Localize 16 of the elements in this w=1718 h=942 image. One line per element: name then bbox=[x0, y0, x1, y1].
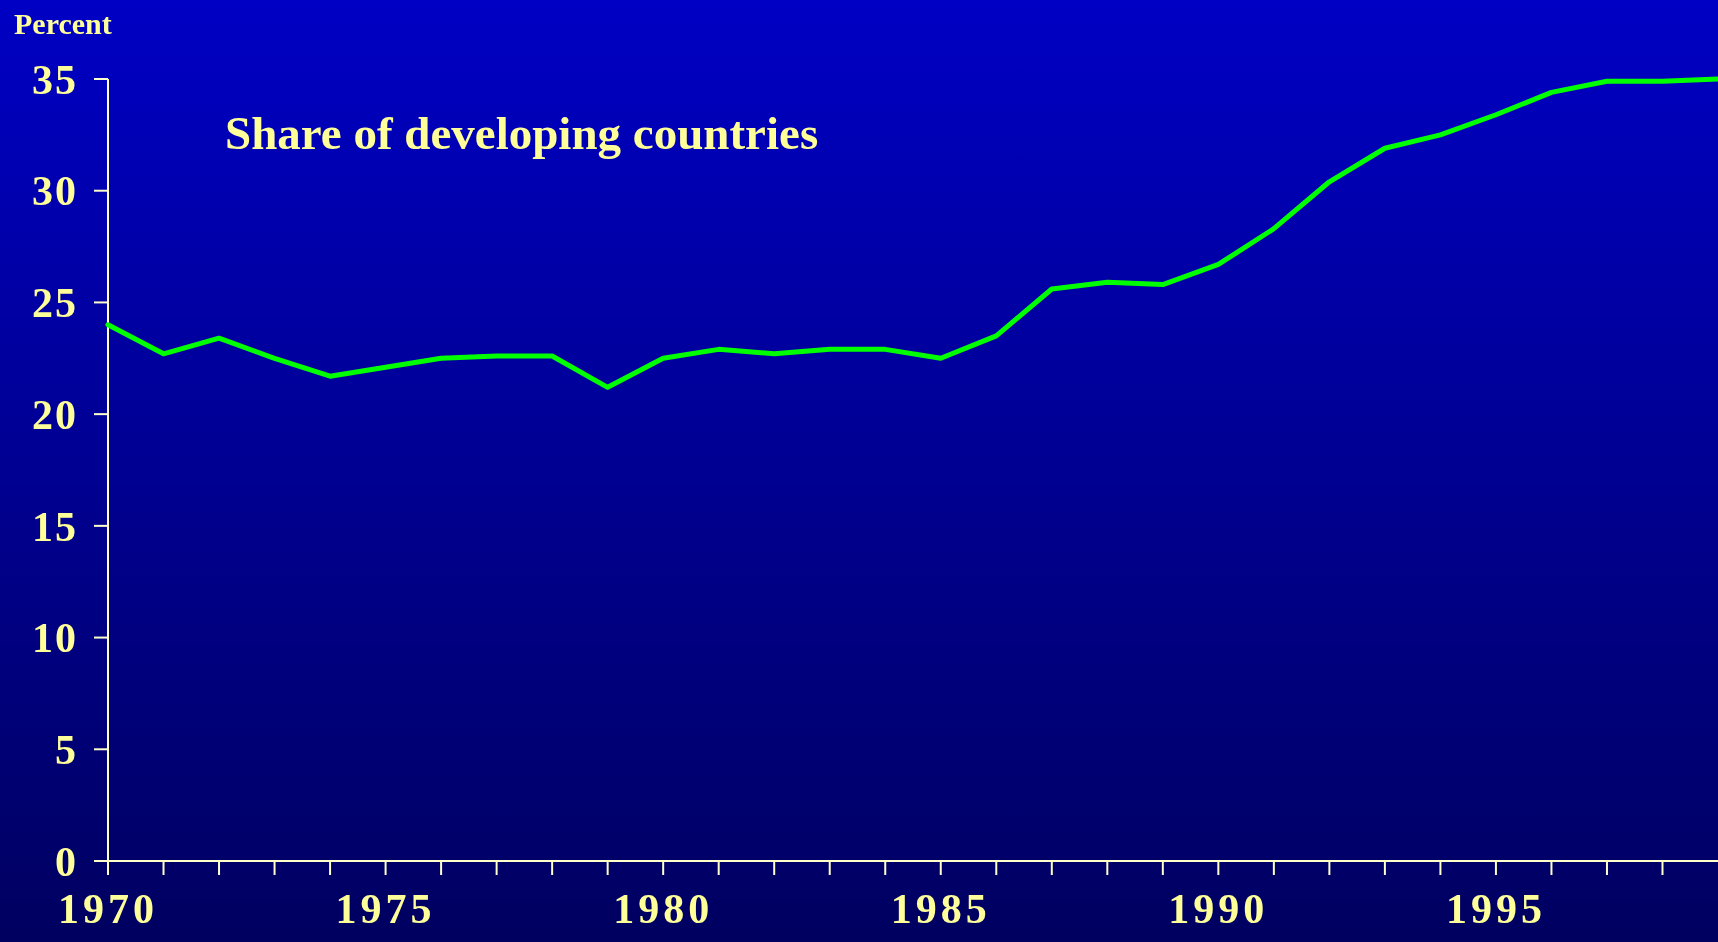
y-tick-label: 15 bbox=[32, 503, 78, 550]
y-axis-title: Percent bbox=[14, 7, 112, 40]
x-tick-label: 1985 bbox=[890, 886, 991, 932]
y-tick-label: 25 bbox=[32, 280, 78, 327]
y-tick-label: 35 bbox=[32, 56, 78, 103]
y-tick-label: 20 bbox=[32, 391, 78, 438]
text: Share of developing countries bbox=[225, 107, 819, 159]
x-tick-label: 1975 bbox=[335, 886, 436, 932]
x-tick-label: 1980 bbox=[613, 886, 714, 932]
y-tick-label: 10 bbox=[32, 615, 78, 662]
y-tick-label: 30 bbox=[32, 168, 78, 215]
x-tick-label: 1995 bbox=[1445, 886, 1546, 932]
x-tick-label: 1990 bbox=[1168, 886, 1269, 932]
y-tick-label: 5 bbox=[55, 726, 78, 773]
x-tick-label: 1970 bbox=[58, 886, 158, 932]
y-tick-label: 0 bbox=[55, 838, 78, 885]
